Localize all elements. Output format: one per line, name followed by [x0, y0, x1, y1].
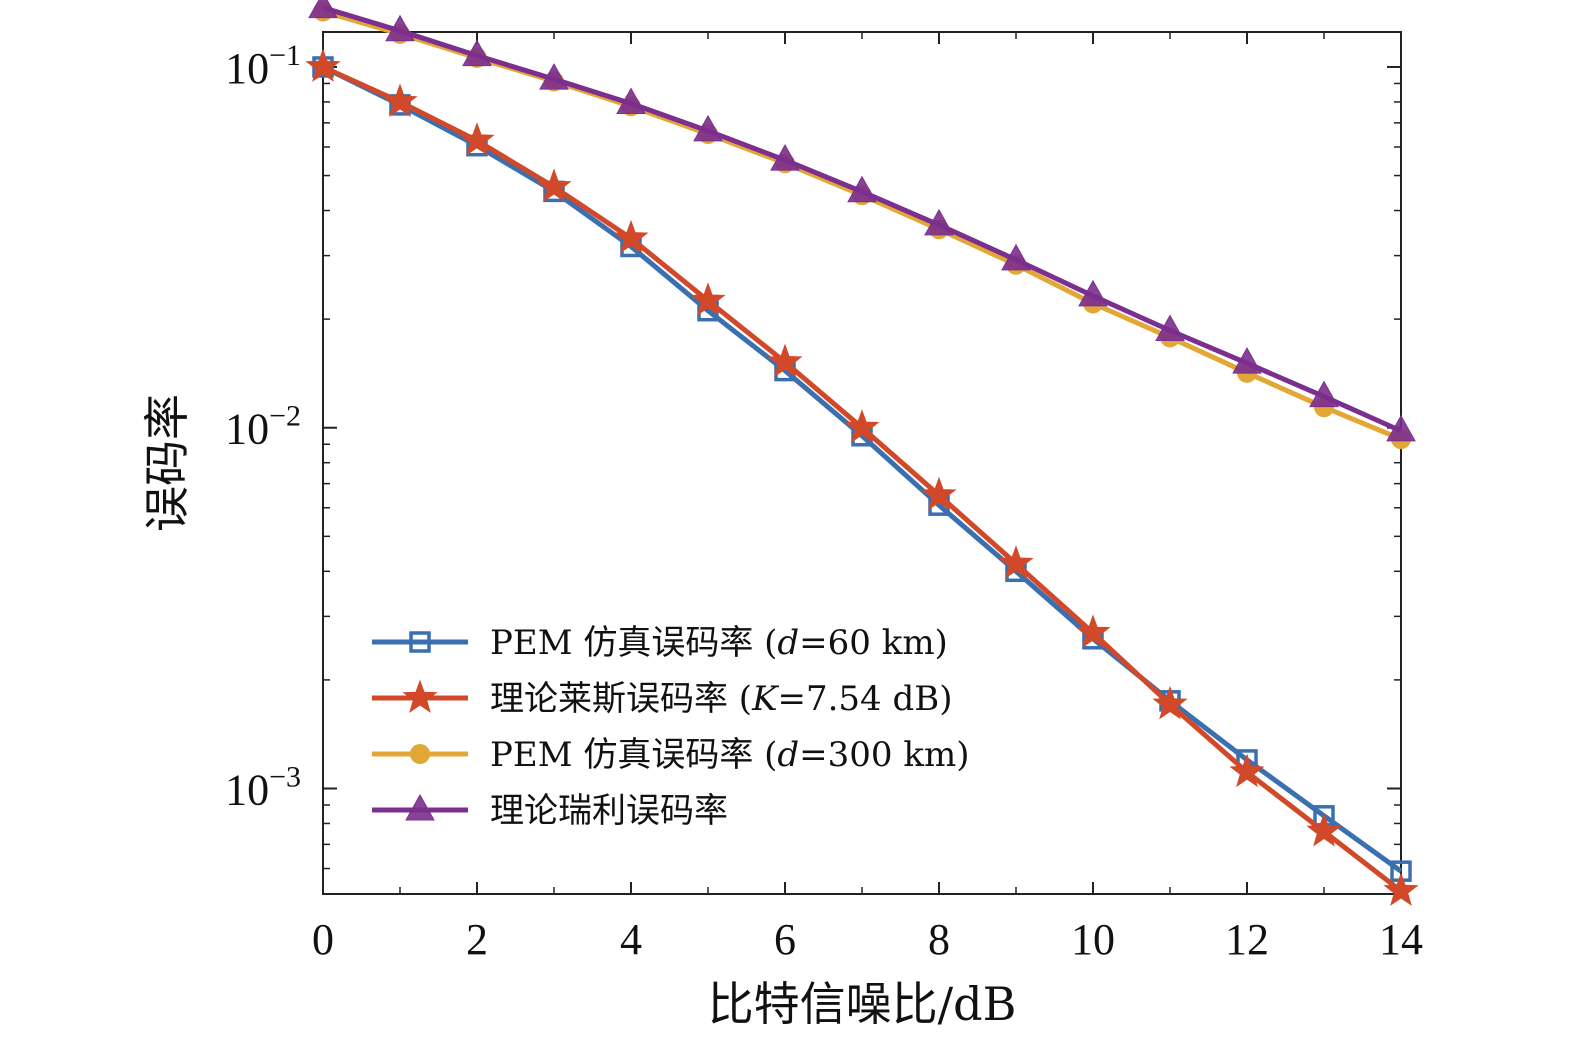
data-point: [1229, 753, 1265, 788]
data-point: [459, 122, 495, 156]
data-point: [1386, 414, 1416, 442]
data-point: [536, 168, 572, 202]
data-point: [690, 282, 726, 316]
data-point: [998, 545, 1034, 579]
data-point: [382, 83, 418, 117]
legend-label: 理论莱斯误码率 (K=7.54 dB): [490, 679, 953, 719]
data-point: [1306, 813, 1342, 847]
y-tick-label: 10−2: [225, 400, 301, 454]
series-layer: [305, 0, 1419, 906]
legend-marker: [405, 793, 435, 821]
data-point: [462, 39, 492, 67]
y-tick-label: 10−3: [225, 761, 301, 815]
x-tick-label: 0: [312, 915, 334, 964]
data-point: [770, 144, 800, 171]
series-3: [313, 1, 1411, 450]
data-point: [1001, 243, 1031, 271]
data-point: [385, 14, 415, 42]
legend-marker: [410, 744, 430, 764]
data-point: [924, 208, 954, 236]
y-axis-title: 误码率: [140, 394, 194, 532]
legend-entry: PEM 仿真误码率 (d=60 km): [372, 623, 948, 663]
legend: PEM 仿真误码率 (d=60 km) 理论莱斯误码率 (K=7.54 dB) PE…: [372, 623, 969, 831]
data-point: [308, 0, 338, 19]
x-tick-label: 6: [774, 915, 796, 964]
series-line: [321, 64, 1403, 874]
data-point: [1078, 279, 1108, 307]
x-axis-title: 比特信噪比/dB: [708, 977, 1017, 1031]
legend-marker: [409, 631, 431, 653]
data-point: [693, 114, 723, 142]
x-axis: 0 2 4 6 8 10 12 14: [312, 32, 1423, 964]
data-point: [539, 63, 569, 90]
y-axis: 10−1 10−2 10−3: [225, 39, 1401, 870]
x-tick-label: 4: [620, 915, 642, 964]
legend-label: 理论瑞利误码率: [490, 791, 728, 831]
data-point: [1152, 685, 1188, 720]
legend-label: PEM 仿真误码率 (d=60 km): [490, 623, 948, 663]
data-point: [921, 476, 957, 511]
legend-label: PEM 仿真误码率 (d=300 km): [490, 735, 969, 775]
legend-marker: [402, 679, 438, 713]
legend-entry: PEM 仿真误码率 (d=300 km): [372, 735, 969, 775]
data-point: [1309, 380, 1339, 408]
data-point: [1075, 614, 1111, 648]
data-point: [1383, 872, 1419, 906]
series-2: [305, 48, 1419, 906]
data-point: [847, 175, 877, 203]
series-4: [308, 0, 1416, 442]
x-tick-label: 2: [466, 915, 488, 964]
x-tick-label: 8: [928, 915, 950, 964]
data-point: [616, 87, 646, 114]
x-tick-label: 14: [1379, 915, 1423, 964]
legend-entry: 理论莱斯误码率 (K=7.54 dB): [372, 679, 953, 719]
data-point: [844, 409, 880, 443]
data-point: [305, 48, 341, 82]
data-point: [1232, 347, 1262, 374]
y-tick-label: 10−1: [225, 39, 301, 93]
data-point: [613, 219, 649, 254]
x-tick-label: 10: [1071, 915, 1115, 964]
data-point: [767, 343, 803, 378]
data-point: [1155, 314, 1185, 341]
x-tick-label: 12: [1225, 915, 1269, 964]
legend-entry: 理论瑞利误码率: [372, 791, 728, 831]
